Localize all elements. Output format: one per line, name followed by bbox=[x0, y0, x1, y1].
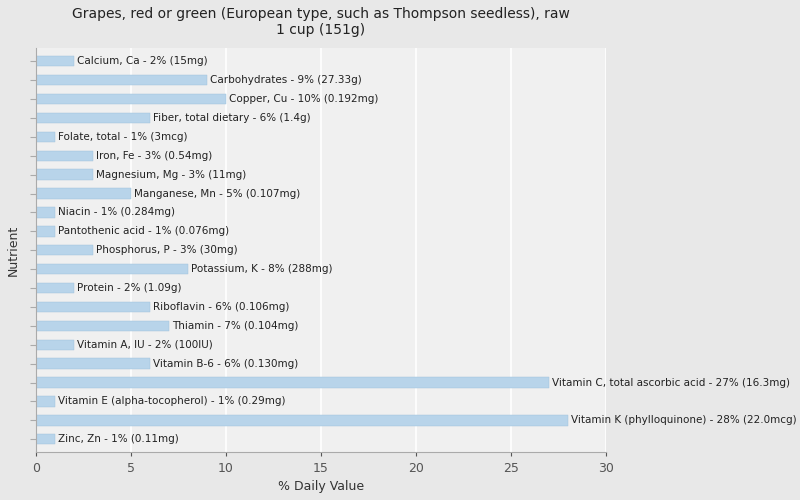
Text: Vitamin B-6 - 6% (0.130mg): Vitamin B-6 - 6% (0.130mg) bbox=[153, 358, 298, 368]
Bar bbox=[36, 396, 55, 406]
Text: Calcium, Ca - 2% (15mg): Calcium, Ca - 2% (15mg) bbox=[77, 56, 207, 66]
Bar bbox=[36, 378, 549, 388]
Text: Potassium, K - 8% (288mg): Potassium, K - 8% (288mg) bbox=[190, 264, 332, 274]
Bar bbox=[36, 340, 74, 350]
Text: Iron, Fe - 3% (0.54mg): Iron, Fe - 3% (0.54mg) bbox=[96, 151, 212, 161]
Text: Phosphorus, P - 3% (30mg): Phosphorus, P - 3% (30mg) bbox=[96, 246, 238, 256]
Bar bbox=[36, 245, 93, 256]
Title: Grapes, red or green (European type, such as Thompson seedless), raw
1 cup (151g: Grapes, red or green (European type, suc… bbox=[72, 7, 570, 37]
Text: Copper, Cu - 10% (0.192mg): Copper, Cu - 10% (0.192mg) bbox=[229, 94, 378, 104]
X-axis label: % Daily Value: % Daily Value bbox=[278, 480, 364, 493]
Bar bbox=[36, 302, 150, 312]
Bar bbox=[36, 150, 93, 161]
Text: Carbohydrates - 9% (27.33g): Carbohydrates - 9% (27.33g) bbox=[210, 75, 362, 85]
Bar bbox=[36, 94, 226, 104]
Bar bbox=[36, 320, 169, 331]
Bar bbox=[36, 113, 150, 123]
Text: Manganese, Mn - 5% (0.107mg): Manganese, Mn - 5% (0.107mg) bbox=[134, 188, 300, 198]
Text: Pantothenic acid - 1% (0.076mg): Pantothenic acid - 1% (0.076mg) bbox=[58, 226, 229, 236]
Bar bbox=[36, 226, 55, 236]
Text: Vitamin K (phylloquinone) - 28% (22.0mcg): Vitamin K (phylloquinone) - 28% (22.0mcg… bbox=[570, 416, 796, 426]
Text: Niacin - 1% (0.284mg): Niacin - 1% (0.284mg) bbox=[58, 208, 174, 218]
Y-axis label: Nutrient: Nutrient bbox=[7, 224, 20, 276]
Text: Protein - 2% (1.09g): Protein - 2% (1.09g) bbox=[77, 283, 182, 293]
Text: Magnesium, Mg - 3% (11mg): Magnesium, Mg - 3% (11mg) bbox=[96, 170, 246, 179]
Bar bbox=[36, 283, 74, 293]
Bar bbox=[36, 75, 207, 86]
Text: Fiber, total dietary - 6% (1.4g): Fiber, total dietary - 6% (1.4g) bbox=[153, 113, 310, 123]
Text: Vitamin C, total ascorbic acid - 27% (16.3mg): Vitamin C, total ascorbic acid - 27% (16… bbox=[551, 378, 790, 388]
Bar bbox=[36, 358, 150, 369]
Bar bbox=[36, 434, 55, 444]
Text: Riboflavin - 6% (0.106mg): Riboflavin - 6% (0.106mg) bbox=[153, 302, 289, 312]
Bar bbox=[36, 170, 93, 180]
Bar bbox=[36, 415, 568, 426]
Text: Zinc, Zn - 1% (0.11mg): Zinc, Zn - 1% (0.11mg) bbox=[58, 434, 178, 444]
Bar bbox=[36, 56, 74, 66]
Text: Vitamin A, IU - 2% (100IU): Vitamin A, IU - 2% (100IU) bbox=[77, 340, 213, 349]
Bar bbox=[36, 188, 131, 199]
Text: Thiamin - 7% (0.104mg): Thiamin - 7% (0.104mg) bbox=[172, 321, 298, 331]
Text: Vitamin E (alpha-tocopherol) - 1% (0.29mg): Vitamin E (alpha-tocopherol) - 1% (0.29m… bbox=[58, 396, 286, 406]
Bar bbox=[36, 132, 55, 142]
Text: Folate, total - 1% (3mcg): Folate, total - 1% (3mcg) bbox=[58, 132, 187, 142]
Bar bbox=[36, 264, 188, 274]
Bar bbox=[36, 208, 55, 218]
